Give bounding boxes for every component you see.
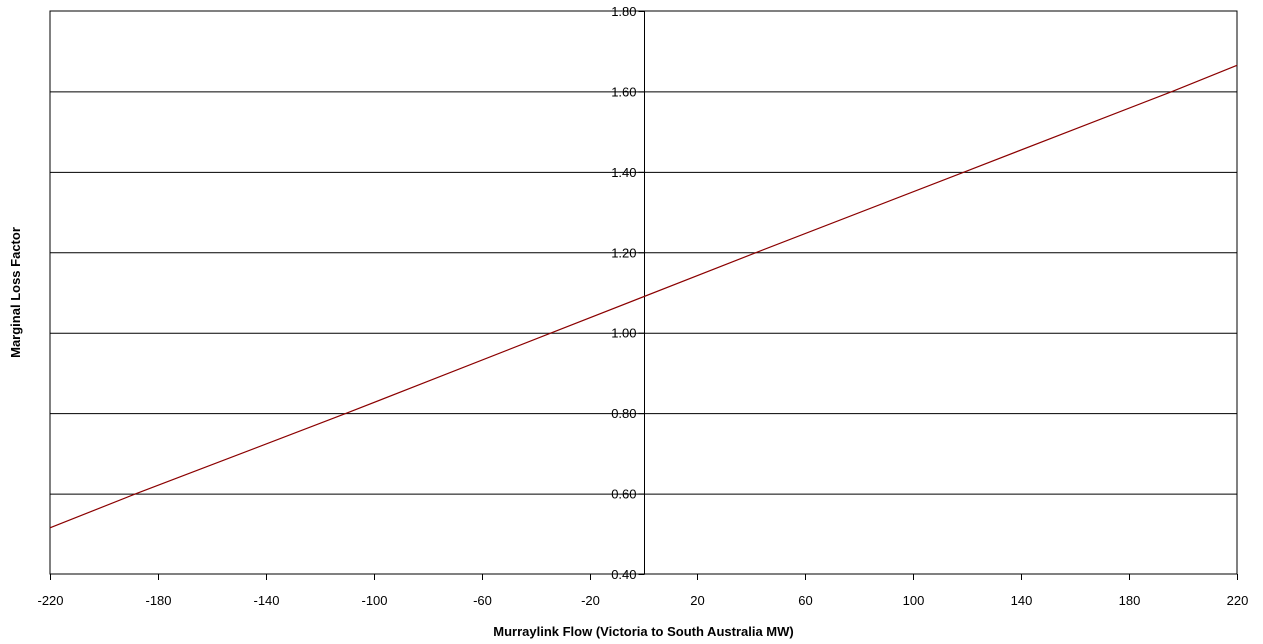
x-tick-label: 140 bbox=[1011, 593, 1033, 608]
y-tick-label: 0.60 bbox=[611, 487, 636, 502]
y-tick-label: 1.80 bbox=[611, 4, 636, 19]
y-tick-label: 0.40 bbox=[611, 567, 636, 582]
x-tick-label: 100 bbox=[903, 593, 925, 608]
x-tick-label: -220 bbox=[37, 593, 63, 608]
y-tick-label: 1.00 bbox=[611, 326, 636, 341]
y-axis-title: Marginal Loss Factor bbox=[8, 227, 23, 358]
y-tick-label: 0.80 bbox=[611, 406, 636, 421]
x-axis-title: Murraylink Flow (Victoria to South Austr… bbox=[493, 624, 793, 639]
x-tick-label: 60 bbox=[798, 593, 812, 608]
y-tick-label: 1.60 bbox=[611, 84, 636, 99]
x-tick-label: -20 bbox=[581, 593, 600, 608]
x-tick-label: 180 bbox=[1119, 593, 1141, 608]
x-tick-label: -100 bbox=[361, 593, 387, 608]
y-tick-label: 1.20 bbox=[611, 245, 636, 260]
x-tick-label: -180 bbox=[145, 593, 171, 608]
y-tick-label: 1.40 bbox=[611, 165, 636, 180]
plot-frame bbox=[49, 10, 1238, 575]
x-tick-label: 20 bbox=[690, 593, 704, 608]
x-tick-label: 220 bbox=[1227, 593, 1249, 608]
x-tick-label: -140 bbox=[253, 593, 279, 608]
series-group bbox=[49, 64, 1238, 529]
series-line bbox=[49, 64, 1238, 529]
x-tick-label: -60 bbox=[473, 593, 492, 608]
x-axis: -220 -180 -140 -100 -60 -20 20 60 100 140 180 220 bbox=[37, 574, 1248, 608]
y-axis: 0.40 0.60 0.80 1.00 1.20 1.40 1.60 1.80 bbox=[611, 4, 645, 582]
plot-area bbox=[49, 10, 1238, 575]
